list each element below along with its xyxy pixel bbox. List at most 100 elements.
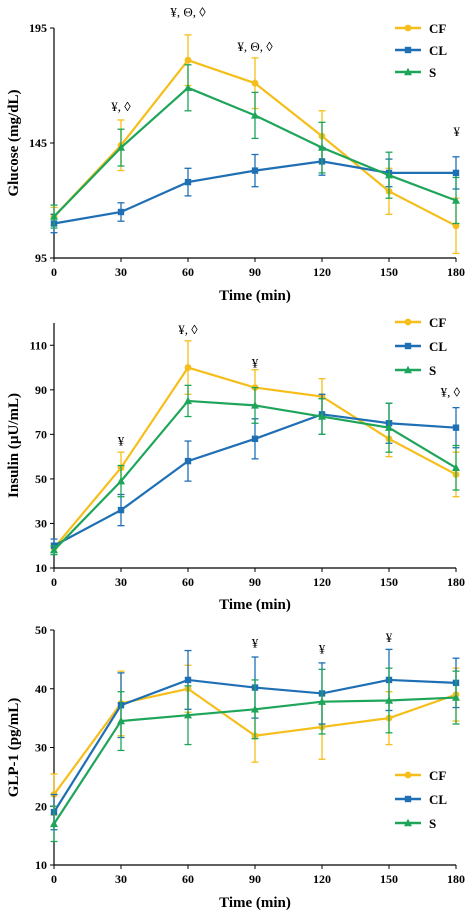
data-point	[404, 365, 412, 374]
data-point	[452, 463, 460, 471]
significance-label: ¥	[319, 642, 326, 657]
x-axis-title: Time (min)	[219, 597, 291, 613]
data-point	[50, 819, 58, 828]
series-S	[50, 384, 460, 556]
y-axis-title: Insulin (µU/mL)	[6, 393, 22, 498]
data-point	[251, 167, 259, 174]
y-tick-label: 110	[30, 338, 47, 352]
x-tick-label: 150	[380, 872, 398, 886]
y-tick-label: 50	[35, 472, 47, 486]
data-point	[385, 423, 393, 431]
legend-label: CL	[429, 792, 447, 807]
data-point	[251, 705, 259, 713]
significance-label: ¥, Θ, ◊	[170, 5, 206, 20]
y-axis-title: GLP-1 (pg/mL)	[6, 698, 22, 798]
significance-label: ¥, ◊	[178, 322, 198, 337]
data-point	[251, 79, 259, 87]
significance-label: ¥	[118, 434, 125, 449]
data-point	[404, 342, 412, 350]
series-CL	[50, 146, 460, 234]
legend-label: S	[429, 363, 436, 378]
data-point	[184, 396, 192, 405]
series-S	[50, 667, 460, 843]
data-point	[184, 457, 192, 465]
data-point	[318, 412, 326, 420]
x-tick-label: 60	[182, 872, 194, 886]
legend-label: CF	[429, 315, 446, 330]
x-tick-label: 180	[447, 872, 465, 886]
significance-label: ¥	[454, 124, 461, 139]
x-tick-label: 120	[313, 872, 331, 886]
data-point	[404, 24, 412, 32]
data-point	[184, 56, 192, 64]
x-tick-label: 0	[51, 575, 57, 589]
y-tick-label: 30	[35, 741, 47, 755]
data-point	[117, 476, 125, 485]
data-point	[184, 83, 192, 91]
data-point	[50, 545, 58, 554]
data-point	[404, 318, 412, 326]
y-tick-label: 145	[29, 136, 47, 150]
y-axis-title: Glucose (mg/dL)	[6, 89, 22, 196]
data-point	[452, 424, 460, 431]
legend-label: S	[429, 816, 436, 831]
data-point	[50, 212, 58, 220]
data-point	[404, 46, 412, 54]
data-point	[251, 435, 259, 443]
series-CF	[50, 34, 460, 255]
legend-label: CL	[429, 339, 447, 354]
x-tick-label: 180	[447, 265, 465, 279]
y-tick-label: 30	[35, 516, 47, 530]
chart-1: 95 145 195 0 30 60 90 120 150 180 Time (min) Glucos…	[6, 5, 465, 305]
x-tick-label: 30	[115, 265, 127, 279]
data-point	[452, 693, 460, 701]
data-point	[184, 178, 192, 186]
x-tick-label: 30	[115, 575, 127, 589]
data-point	[318, 697, 326, 705]
y-tick-label: 50	[35, 623, 47, 637]
x-tick-label: 90	[249, 872, 261, 886]
significance-label: ¥	[386, 630, 393, 645]
data-point	[184, 364, 192, 371]
x-tick-label: 120	[313, 575, 331, 589]
x-tick-label: 0	[51, 265, 57, 279]
chart-3: 10 20 30 40 50 0 30 60 90 120 150 180 Time (min) GLP-…	[6, 623, 465, 911]
data-point	[318, 143, 326, 151]
chart-2: 10 30 50 70 90 110 0 30 60 90 120 150 180 Time (min) I…	[6, 315, 465, 613]
data-point	[251, 111, 259, 119]
x-tick-label: 30	[115, 872, 127, 886]
y-tick-label: 10	[35, 561, 47, 575]
x-tick-label: 0	[51, 872, 57, 886]
significance-label: ¥	[252, 636, 259, 651]
data-point	[117, 208, 125, 216]
x-tick-label: 180	[447, 575, 465, 589]
legend-label: CL	[429, 43, 447, 58]
x-tick-label: 150	[380, 575, 398, 589]
data-point	[117, 716, 125, 725]
legend-label: S	[429, 65, 436, 80]
x-tick-label: 120	[313, 265, 331, 279]
x-tick-label: 90	[249, 575, 261, 589]
x-axis-title: Time (min)	[219, 288, 291, 304]
data-point	[452, 169, 460, 177]
y-tick-label: 95	[35, 251, 47, 265]
data-point	[385, 171, 393, 179]
x-tick-label: 60	[182, 575, 194, 589]
data-point	[385, 696, 393, 704]
data-point	[117, 143, 125, 151]
x-tick-label: 150	[380, 265, 398, 279]
y-tick-label: 70	[35, 427, 47, 441]
x-tick-label: 60	[182, 265, 194, 279]
data-point	[184, 710, 192, 719]
series-S	[50, 64, 460, 229]
data-point	[184, 676, 192, 684]
significance-label: ¥	[252, 356, 259, 371]
significance-label: ¥, Θ, ◊	[237, 39, 273, 54]
data-point	[251, 401, 259, 409]
significance-label: ¥, ◊	[441, 385, 461, 400]
data-point	[452, 196, 460, 204]
data-point	[404, 67, 412, 76]
legend-label: CF	[429, 768, 446, 783]
x-tick-label: 90	[249, 265, 261, 279]
